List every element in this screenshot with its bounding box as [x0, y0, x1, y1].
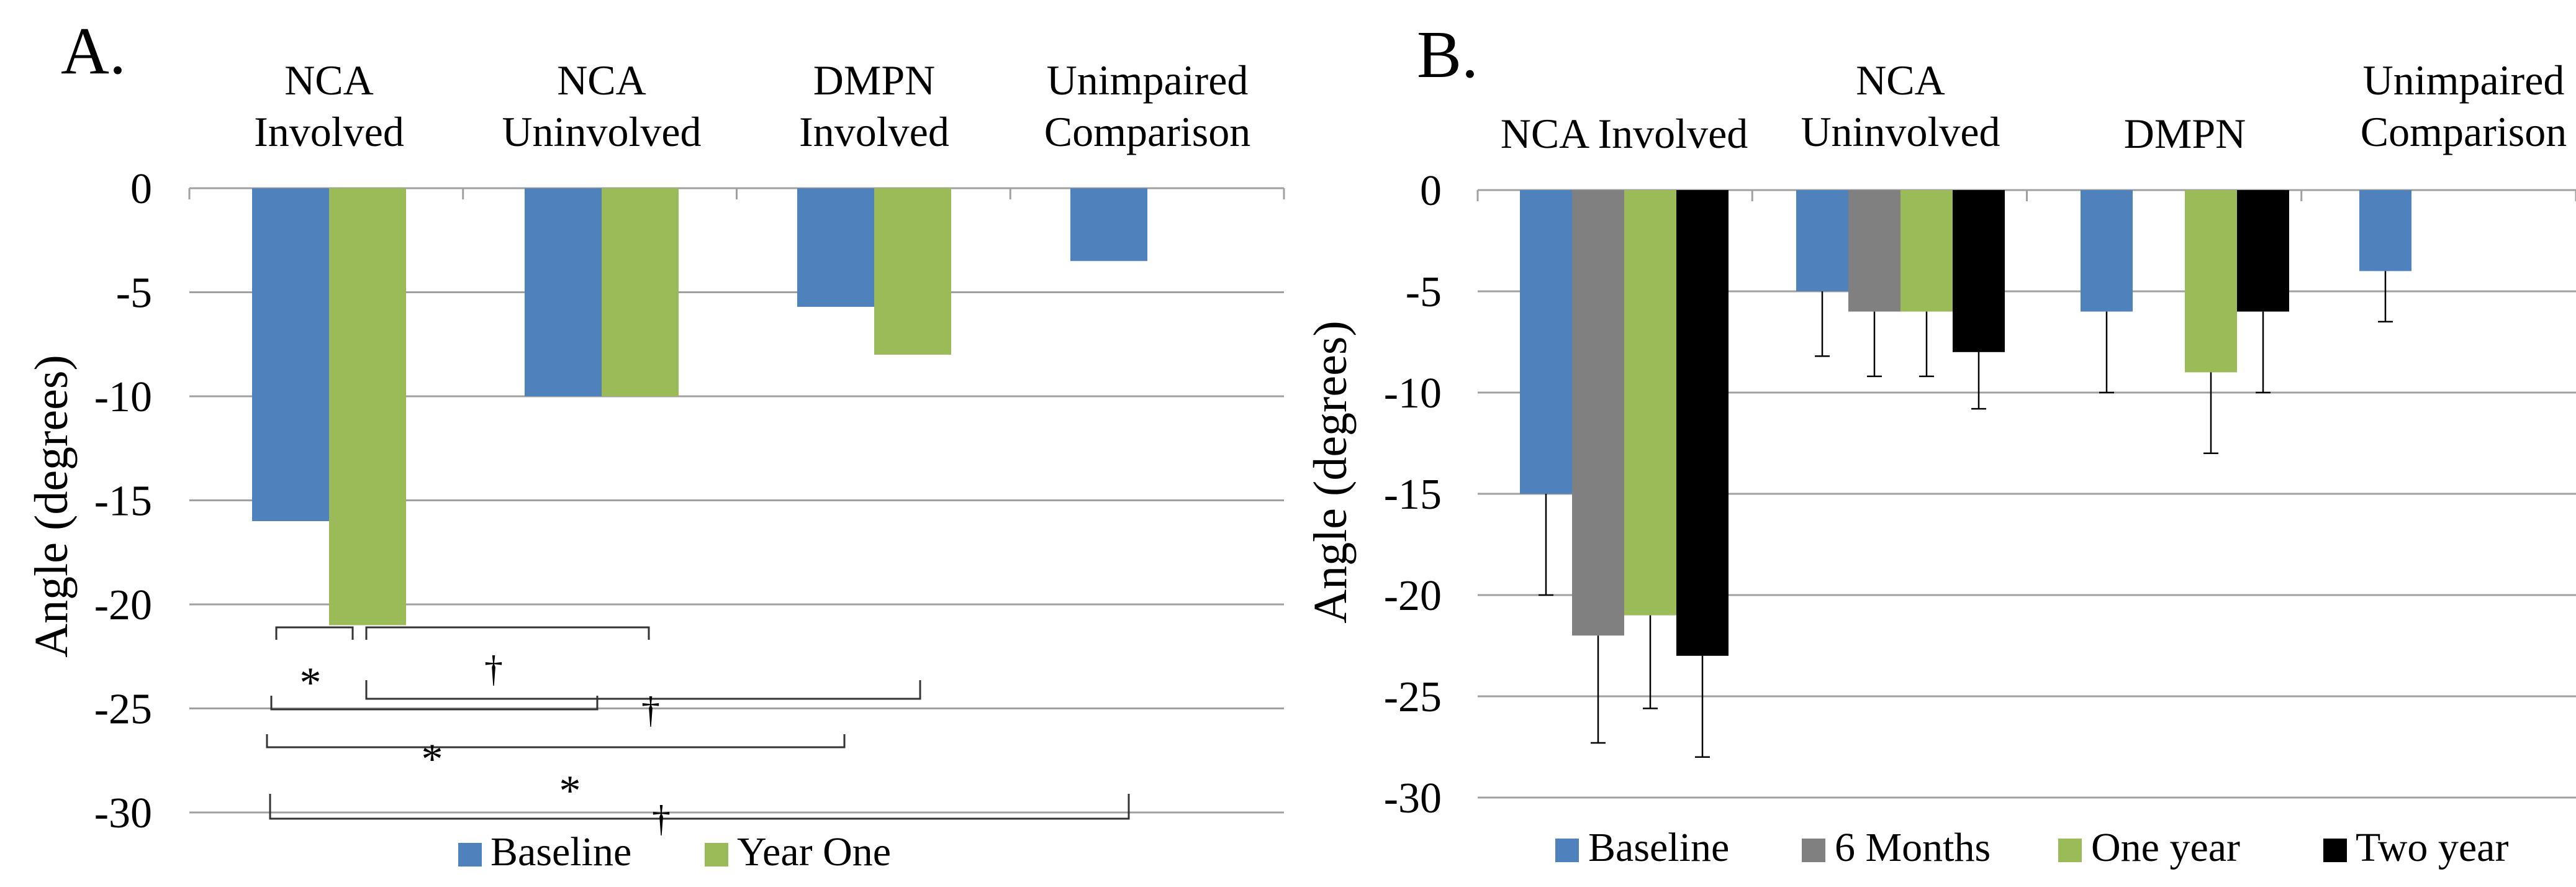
y-tick-label: -10 [94, 373, 152, 421]
category-label: NCA Involved [1501, 110, 1748, 157]
panel-label: A. [61, 14, 126, 88]
legend-swatch [2323, 839, 2347, 862]
y-tick-label: -15 [94, 478, 152, 525]
panel-label: B. [1417, 18, 1478, 92]
category-label: DMPN [2124, 110, 2246, 157]
category-label: NCA [284, 57, 374, 104]
category-label: Unimpaired [1047, 57, 1249, 104]
significance-marker: † [652, 798, 671, 839]
bar-baseline [1070, 188, 1147, 262]
panel-b-chart: 0 -5 -10 -15 -20 -25 -30 Angle (degrees) B. NCA I… [1304, 18, 2576, 870]
y-tick-label: -25 [94, 686, 152, 734]
legend-swatch [705, 843, 728, 867]
y-tick-label: 0 [130, 165, 152, 213]
bar-6-months [1848, 190, 1900, 312]
category-label: Involved [799, 108, 949, 155]
legend-swatch [1802, 839, 1825, 862]
y-axis-label: Angle (degrees) [25, 355, 78, 657]
y-tick-label: -25 [1384, 673, 1442, 721]
significance-marker: * [559, 767, 581, 815]
bar-baseline [797, 188, 874, 307]
category-label: Comparison [2361, 108, 2567, 155]
legend-label: Year One [737, 829, 891, 875]
legend-label: 6 Months [1835, 825, 1991, 870]
legend-label: Two year [2356, 825, 2508, 870]
bar-two-year [1676, 190, 1729, 656]
category-label: Uninvolved [1801, 108, 2000, 155]
bar-one-year [1900, 190, 1953, 312]
bar-baseline [525, 188, 602, 396]
y-tick-label: -15 [1384, 471, 1442, 519]
significance-bracket [269, 794, 1130, 820]
legend-label: One year [2091, 825, 2240, 870]
category-label: Uninvolved [502, 108, 701, 155]
y-axis-label: Angle (degrees) [1304, 321, 1357, 623]
bar-baseline [1520, 190, 1572, 494]
bar-baseline [1796, 190, 1848, 291]
legend-swatch [458, 843, 482, 867]
category-label: Comparison [1044, 108, 1250, 155]
significance-marker: † [641, 689, 660, 730]
y-tick-label: -5 [1406, 268, 1442, 316]
legend-label: Baseline [490, 829, 631, 875]
y-tick-label: -30 [1384, 775, 1442, 822]
bar-year-one [602, 188, 679, 396]
y-tick-label: -10 [1384, 370, 1442, 417]
bar-year-one [874, 188, 951, 355]
category-label: NCA [557, 57, 646, 104]
bar-baseline [2359, 190, 2411, 271]
legend-swatch [1555, 839, 1579, 862]
bar-two-year [1953, 190, 2005, 352]
legend-swatch [2058, 839, 2082, 862]
legend-label: Baseline [1588, 825, 1729, 870]
bar-two-year [2237, 190, 2289, 312]
y-tick-label: -20 [1384, 572, 1442, 620]
bar-year-one [329, 188, 406, 625]
y-tick-label: -5 [116, 270, 152, 317]
y-tick-label: 0 [1420, 167, 1442, 215]
significance-bracket [266, 734, 846, 748]
significance-marker: * [422, 735, 443, 783]
significance-marker: * [300, 659, 322, 707]
significance-bracket [365, 680, 921, 700]
y-tick-label: -20 [94, 581, 152, 629]
bar-baseline [2081, 190, 2133, 312]
significance-marker: † [484, 648, 503, 689]
bar-one-year [1624, 190, 1676, 616]
significance-bracket [270, 696, 599, 711]
category-label: NCA [1856, 57, 1945, 104]
significance-bracket [275, 626, 354, 640]
category-label: Unimpaired [2363, 57, 2565, 104]
bar-one-year [2185, 190, 2237, 373]
bar-6-months [1572, 190, 1624, 636]
bar-baseline [252, 188, 329, 521]
significance-bracket [365, 626, 650, 640]
category-label: Involved [254, 108, 404, 155]
category-label: DMPN [813, 57, 936, 104]
y-tick-label: -30 [94, 789, 152, 837]
